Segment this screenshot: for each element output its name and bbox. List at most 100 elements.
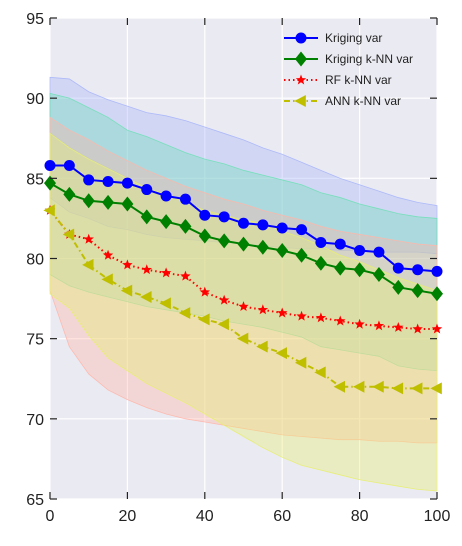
x-tick-label: 0	[46, 508, 55, 525]
grid-lines	[49, 17, 438, 500]
data-point	[315, 312, 327, 323]
data-point	[257, 219, 269, 231]
y-tick-label: 80	[26, 252, 44, 269]
legend-marker	[294, 95, 306, 107]
data-point	[353, 380, 365, 393]
data-point	[431, 323, 443, 334]
legend-label: ANN k-NN var	[325, 94, 401, 108]
data-point	[294, 356, 307, 369]
legend: Kriging var Kriging k-NN var RF k-NN var AN…	[284, 31, 413, 108]
data-point	[141, 184, 153, 196]
legend-marker	[295, 51, 307, 67]
data-point	[411, 382, 423, 395]
data-point	[122, 259, 133, 270]
x-tick-label: 80	[351, 508, 369, 525]
y-tick-label: 70	[26, 412, 44, 429]
data-point	[199, 286, 211, 297]
x-tick-label: 100	[424, 508, 451, 525]
data-point	[101, 273, 113, 286]
data-point	[373, 246, 385, 258]
data-point	[82, 193, 95, 209]
data-point	[160, 214, 173, 230]
data-point	[334, 238, 346, 250]
data-point	[83, 233, 94, 244]
data-point	[372, 380, 384, 393]
data-point	[63, 160, 75, 172]
data-point	[44, 160, 56, 172]
data-point	[238, 301, 249, 312]
data-point	[275, 347, 287, 360]
series-markers	[43, 160, 443, 395]
data-point	[159, 297, 171, 310]
x-tick-label: 20	[119, 508, 137, 525]
y-tick-label: 65	[26, 492, 44, 509]
data-point	[333, 380, 346, 393]
data-point	[354, 318, 365, 329]
data-point	[431, 265, 443, 277]
data-point	[412, 323, 423, 334]
data-point	[276, 222, 288, 234]
data-point	[82, 258, 94, 271]
data-point	[257, 304, 269, 315]
data-point	[121, 196, 134, 212]
x-tick-label: 60	[273, 508, 291, 525]
data-point	[314, 366, 326, 379]
data-point	[140, 290, 152, 303]
data-point	[276, 307, 288, 318]
data-point	[160, 190, 172, 202]
data-point	[43, 204, 55, 217]
data-point	[296, 224, 308, 236]
data-point	[218, 294, 230, 305]
y-tick-label: 95	[26, 11, 44, 28]
data-point	[217, 318, 229, 331]
data-point	[198, 228, 211, 244]
data-point	[160, 267, 172, 278]
data-point	[412, 264, 424, 276]
y-tick-label: 75	[26, 332, 44, 349]
data-point	[236, 332, 249, 345]
data-point	[411, 283, 424, 299]
data-point	[295, 247, 308, 263]
legend-marker	[295, 74, 307, 85]
data-point	[393, 321, 404, 332]
data-point	[218, 233, 231, 249]
data-point	[391, 382, 404, 395]
data-point	[102, 176, 114, 188]
data-point	[179, 218, 192, 234]
data-point	[237, 236, 250, 252]
data-point	[296, 310, 307, 321]
data-point	[141, 264, 152, 275]
legend-label: Kriging var	[325, 31, 382, 45]
data-point	[430, 382, 442, 395]
data-point	[373, 320, 385, 331]
legend-label: Kriging k-NN var	[325, 52, 413, 66]
data-point	[315, 236, 327, 248]
x-tick-label: 40	[196, 508, 214, 525]
data-point	[335, 315, 346, 326]
legend-label: RF k-NN var	[325, 73, 392, 87]
data-point	[256, 340, 268, 353]
data-point	[334, 260, 347, 276]
y-tick-label: 90	[26, 91, 44, 108]
data-point	[63, 186, 76, 202]
data-point	[431, 286, 443, 302]
data-point	[180, 270, 191, 281]
data-point	[276, 242, 289, 258]
data-point	[314, 255, 327, 271]
data-point	[372, 267, 385, 283]
data-point	[121, 177, 133, 189]
data-point	[353, 262, 366, 278]
data-point	[198, 313, 210, 326]
data-point	[392, 279, 405, 295]
data-point	[102, 249, 114, 260]
legend-marker	[295, 32, 307, 44]
data-point	[238, 217, 249, 229]
data-point	[140, 209, 153, 225]
data-point	[179, 193, 191, 205]
y-tick-label: 85	[26, 171, 44, 188]
data-point	[102, 194, 115, 210]
axis-ticks: 0 20 40 60 80 100 65 70 75 80 85 90 95	[26, 11, 450, 525]
data-point	[44, 175, 56, 191]
data-point	[199, 209, 211, 221]
